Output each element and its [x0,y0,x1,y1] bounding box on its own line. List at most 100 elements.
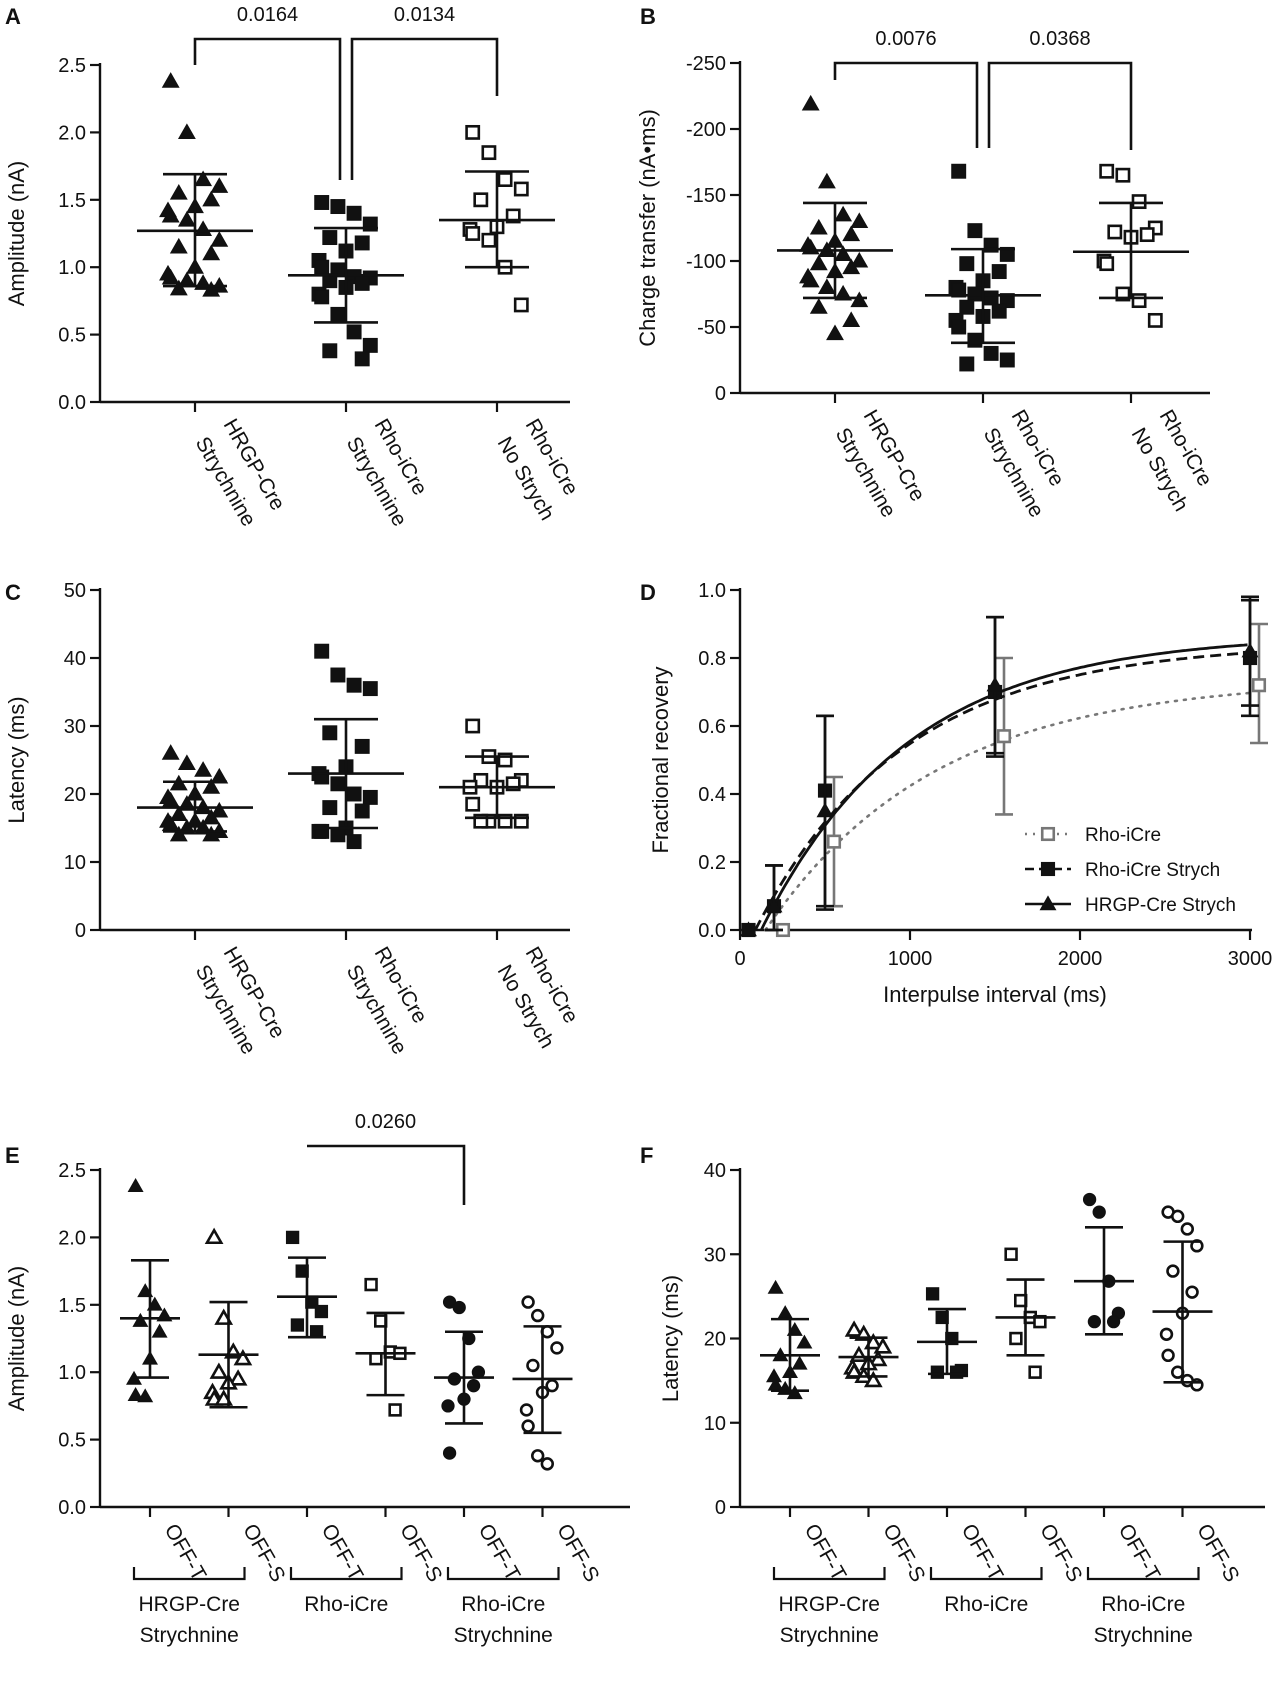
data-group-0 [137,744,253,842]
data-point [354,275,370,291]
panel-letter: C [5,580,21,605]
group-bracket [446,1567,560,1581]
data-point [346,786,362,802]
category-label: OFF-T [957,1520,1008,1585]
data-point [314,823,330,839]
data-point [863,1370,883,1388]
data-point [465,226,481,241]
data-point [991,303,1007,319]
legend-marker [1040,826,1056,842]
category-label: OFF-T [1114,1520,1165,1585]
data-point [354,738,370,754]
data-point [999,246,1015,262]
data-point [817,278,836,294]
data-group-1 [288,195,404,367]
panel-letter: F [640,1143,653,1168]
data-point [314,259,330,275]
data-point [330,199,346,215]
data-point [786,1385,803,1400]
data-point [177,210,196,227]
data-point [873,1337,893,1354]
data-point [127,1386,144,1401]
data-point [849,1345,869,1362]
significance-bracket [833,61,979,148]
y-tick-label: 30 [64,716,86,738]
data-point [850,251,869,268]
data-point [202,190,221,207]
data-point [194,220,213,237]
y-axis-label: Latency (ms) [658,1275,683,1402]
group-bracket-label: Strychnine [454,1624,553,1647]
data-point [967,332,983,348]
data-point [322,273,338,289]
data-group-3 [995,1247,1056,1379]
data-point [204,1227,224,1245]
data-point [983,345,999,361]
data-point [177,123,196,139]
data-point [767,1279,784,1294]
data-point [442,1446,457,1460]
data-point [951,163,967,179]
group-bracket-label: Rho-iCre [1101,1593,1185,1616]
legend-marker [1039,895,1057,911]
data-group-0 [760,1279,820,1400]
data-point [1092,1205,1106,1219]
data-point [1166,1264,1180,1278]
x-axis-label: Interpulse interval (ms) [883,982,1107,1007]
y-tick-label: 2.0 [58,122,86,144]
panel-b: B 0 -50 -100 -150 -200 -250 Charge transfer (nA… [635,4,1217,521]
data-point [959,356,975,372]
data-point [530,1449,545,1463]
data-point [1004,1247,1018,1261]
group-bracket [772,1567,886,1581]
y-tick-label: 0 [715,383,726,405]
data-point [151,1323,168,1338]
legend-label: HRGP-Cre Strych [1085,895,1236,916]
data-point [202,808,221,825]
data-point [1082,1192,1097,1207]
y-tick-label: 2.0 [58,1227,86,1249]
category-label: OFF-T [800,1520,851,1585]
panel-f: F 0 10 20 30 40 Latency (ms) OFF-T OFF-S OFF-T OFF… [640,1143,1265,1647]
data-point [210,231,229,247]
data-point [354,351,370,367]
data-point [791,1355,808,1370]
data-point [930,1365,945,1379]
data-point [826,834,842,849]
data-point [202,825,221,842]
data-group-4 [434,1295,494,1460]
x-tick-label: 3000 [1228,948,1273,970]
panel-d: D 0.0 0.2 0.4 0.6 0.8 1.0 0 1000 2000 3000 Fraction… [640,580,1272,1007]
group-bracket-label: Strychnine [140,1624,239,1647]
data-group-2 [1073,163,1189,328]
data-point [441,1399,455,1413]
data-point [169,183,188,200]
data-point [314,643,330,659]
data-point [521,1295,535,1309]
group-bracket-label: Strychnine [1094,1624,1193,1647]
group-bracket-label: Rho-iCre [461,1593,545,1616]
data-group-2 [277,1230,337,1339]
data-point [322,800,338,816]
data-point [967,223,983,239]
category-label: OFF-S [1035,1520,1086,1586]
group-bracket-label: Strychnine [780,1624,879,1647]
p-value-label: 0.0260 [355,1111,416,1133]
data-point [465,124,481,140]
data-point [513,181,529,197]
data-point [826,324,844,341]
data-point [519,1403,534,1417]
data-point [801,94,820,111]
legend-label: Rho-iCre Strych [1085,860,1220,881]
data-point [1139,227,1155,243]
group-bracket-label: Rho-iCre [944,1593,1028,1616]
data-point [314,195,330,210]
fit-curve [760,643,1248,931]
data-point [209,1362,229,1379]
data-point [346,834,362,850]
data-point [194,761,213,777]
data-point [290,1318,305,1332]
data-point [285,1230,300,1245]
panel-letter: A [5,4,21,29]
